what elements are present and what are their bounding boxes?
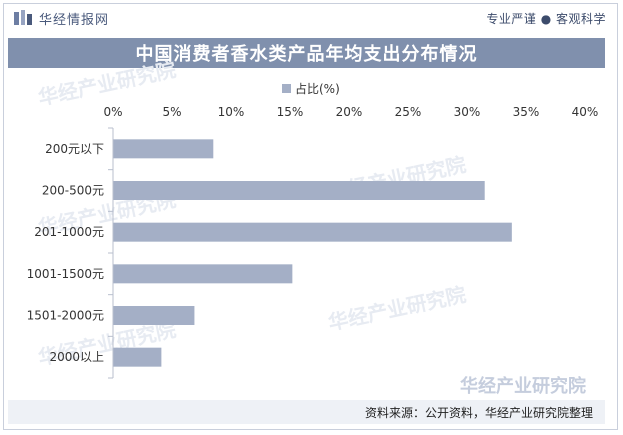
bar xyxy=(113,181,485,200)
x-tick-label: 25% xyxy=(395,105,422,119)
x-tick-label: 40% xyxy=(572,105,599,119)
top-bar: 华经情报网 专业严谨 ● 客观科学 xyxy=(3,3,618,33)
x-tick-label: 30% xyxy=(454,105,481,119)
y-tick-label: 1501-2000元 xyxy=(27,309,104,323)
y-axis-labels: 200元以下 200-500元 201-1000元 1001-1500元 1501-20… xyxy=(27,127,113,379)
legend-swatch xyxy=(282,84,291,93)
bars xyxy=(113,139,512,367)
x-tick-label: 20% xyxy=(336,105,363,119)
x-tick-label: 10% xyxy=(218,105,245,119)
y-tick-label: 201-1000元 xyxy=(34,225,104,239)
brand-name: 华经情报网 xyxy=(39,12,110,28)
y-tick-label: 2000以上 xyxy=(49,350,104,364)
slogan: 专业严谨 ● 客观科学 xyxy=(486,11,606,26)
watermark-text: 华经产业研究院 xyxy=(36,57,178,110)
bar xyxy=(113,306,195,325)
source-note: 资料来源：公开资料，华经产业研究院整理 xyxy=(364,405,593,420)
chart-frame xyxy=(3,3,618,430)
chart-title: 中国消费者香水类产品年均支出分布情况 xyxy=(135,44,478,65)
legend: 占比(%) xyxy=(282,81,340,96)
brand-logo-icon xyxy=(14,10,32,25)
bar xyxy=(113,139,214,159)
watermark-text: 华经产业研究院 xyxy=(460,375,586,397)
bar xyxy=(113,347,162,367)
legend-label: 占比(%) xyxy=(295,81,340,96)
footer: 资料来源：公开资料，华经产业研究院整理 xyxy=(8,400,605,424)
watermark-text: 华经产业研究院 xyxy=(326,282,468,335)
brand: 华经情报网 xyxy=(13,9,109,28)
x-tick-label: 35% xyxy=(513,105,540,119)
x-tick-label: 0% xyxy=(103,105,122,119)
x-tick-label: 5% xyxy=(162,105,181,119)
y-tick-label: 200元以下 xyxy=(45,142,104,156)
x-axis-ticks: 0% 5% 10% 15% 20% 25% 30% 35% 40% xyxy=(103,105,598,119)
y-tick-label: 1001-1500元 xyxy=(27,267,104,281)
x-tick-label: 15% xyxy=(277,105,304,119)
bar xyxy=(113,222,512,242)
bar xyxy=(113,264,293,284)
y-tick-label: 200-500元 xyxy=(42,184,104,198)
title-bar: 中国消费者香水类产品年均支出分布情况 xyxy=(8,38,605,68)
